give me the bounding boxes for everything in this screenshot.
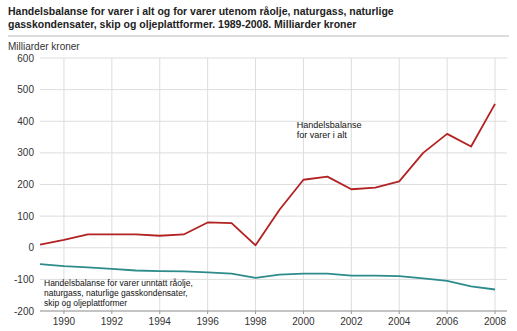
y-grid-line — [40, 311, 507, 312]
y-tick-label: -200 — [14, 306, 34, 317]
x-tick — [159, 311, 160, 314]
series-label-line: for varer i alt — [297, 130, 348, 140]
x-grid-line — [447, 58, 448, 311]
x-axis-line — [40, 311, 507, 312]
series-label-line: naturgass, naturlige gasskondensater, — [44, 288, 188, 298]
x-tick-label: 2004 — [388, 316, 411, 327]
y-tick-label: 600 — [17, 53, 34, 64]
y-tick-label: 300 — [17, 147, 34, 158]
x-tick-label: 1996 — [197, 316, 220, 327]
grid — [40, 58, 507, 311]
series-label-line: skip og oljeplattformer — [44, 298, 127, 308]
x-grid-line — [351, 58, 352, 311]
y-grid-line — [40, 152, 507, 153]
x-tick-label: 1994 — [149, 316, 172, 327]
y-grid-line — [40, 184, 507, 185]
series-label-line: Handelsbalanse for varer unntatt råolje, — [44, 278, 193, 288]
title-line: gasskondensater, skip og oljeplattformer… — [8, 18, 356, 30]
chart: Handelsbalanse for varer i alt og for va… — [0, 0, 517, 331]
x-tick — [351, 311, 352, 314]
x-tick-label: 2008 — [484, 316, 507, 327]
y-tick-label: 200 — [17, 179, 34, 190]
series-line — [40, 104, 495, 245]
y-grid-line — [40, 216, 507, 217]
y-axis-label: Milliarder kroner — [8, 41, 80, 52]
title-line: Handelsbalanse for varer i alt og for va… — [8, 5, 394, 17]
x-grid-line — [495, 58, 496, 311]
y-tick-label: 100 — [17, 211, 34, 222]
x-tick — [303, 311, 304, 314]
x-tick — [399, 311, 400, 314]
x-tick-label: 1998 — [244, 316, 267, 327]
x-grid-line — [255, 58, 256, 311]
title: Handelsbalanse for varer i alt og for va… — [8, 5, 394, 30]
y-grid-line — [40, 89, 507, 90]
series-label: Handelsbalansefor varer i alt — [297, 120, 362, 140]
x-tick — [255, 311, 256, 314]
x-tick-label: 2002 — [340, 316, 363, 327]
x-grid-line — [399, 58, 400, 311]
series-line — [40, 264, 495, 289]
y-grid-line — [40, 58, 507, 59]
y-grid-line — [40, 247, 507, 248]
x-tick-label: 1992 — [101, 316, 124, 327]
x-grid-line — [111, 58, 112, 311]
y-tick-label: 400 — [17, 116, 34, 127]
series-label-line: Handelsbalanse — [297, 120, 362, 130]
x-tick — [207, 311, 208, 314]
y-tick-label: 0 — [28, 242, 34, 253]
y-tick-label: 500 — [17, 84, 34, 95]
x-grid-line — [63, 58, 64, 311]
x-tick — [63, 311, 64, 314]
x-tick-label: 2006 — [436, 316, 459, 327]
x-tick — [111, 311, 112, 314]
x-tick — [447, 311, 448, 314]
x-grid-line — [159, 58, 160, 311]
x-tick-label: 2000 — [292, 316, 315, 327]
y-grid-line — [40, 121, 507, 122]
x-tick — [495, 311, 496, 314]
series-lines — [40, 104, 495, 290]
series-label: Handelsbalanse for varer unntatt råolje,… — [44, 278, 193, 308]
title-separator — [8, 36, 509, 37]
x-tick-label: 1990 — [53, 316, 76, 327]
y-tick-label: -100 — [14, 274, 34, 285]
